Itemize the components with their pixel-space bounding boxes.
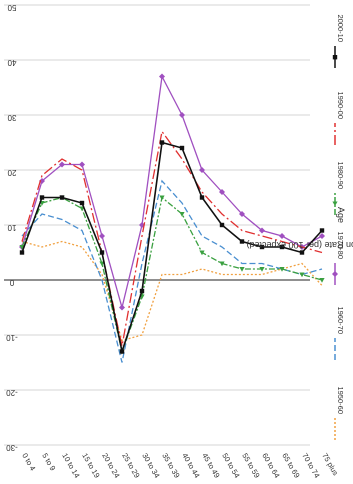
legend-item: 1990-00 <box>334 91 345 145</box>
data-point <box>199 250 205 256</box>
data-point <box>199 195 205 200</box>
series-2000-10 <box>19 140 325 355</box>
data-point <box>79 161 85 168</box>
data-point <box>279 267 285 272</box>
data-point <box>259 267 265 272</box>
x-tick-label: 30 to 34 <box>140 452 161 480</box>
data-point <box>239 211 245 217</box>
series-1950-60 <box>21 240 323 342</box>
series-line <box>21 179 323 363</box>
y-tick-label: 20 <box>7 168 16 177</box>
legend-label: 1990-00 <box>336 91 345 119</box>
y-tick-label: -20 <box>6 388 18 397</box>
data-point <box>279 233 285 239</box>
series-1990-00 <box>21 129 323 347</box>
data-point <box>159 140 165 145</box>
data-point <box>59 161 65 168</box>
data-point <box>219 261 225 267</box>
data-point <box>179 112 185 118</box>
series-line <box>21 141 323 355</box>
legend-label: 1960-70 <box>336 306 345 334</box>
data-point <box>99 250 105 255</box>
legend-item: 1960-70 <box>334 306 345 360</box>
x-tick-label: 65 to 69 <box>280 452 301 480</box>
x-tick-label: 70 to 74 <box>300 452 321 480</box>
legend-item: 2000-10 <box>332 14 345 68</box>
data-point <box>239 267 245 272</box>
data-point <box>179 145 185 151</box>
data-point <box>299 250 305 255</box>
x-tick-label: 25 to 29 <box>120 452 141 480</box>
series-1970-80 <box>19 73 325 311</box>
data-point <box>259 227 265 234</box>
y-tick-label: 10 <box>7 223 16 232</box>
legend-marker <box>332 271 338 277</box>
y-tick-label: 30 <box>7 113 16 122</box>
x-tick-label: 15 to 19 <box>80 452 101 480</box>
y-tick-label: 50 <box>7 3 16 12</box>
series-line <box>21 74 323 311</box>
x-tick-label: 0 to 4 <box>20 452 37 473</box>
x-tick-label: 5 to 9 <box>40 452 57 473</box>
y-tick-label: -10 <box>6 333 18 342</box>
y-tick-label: 40 <box>7 58 16 67</box>
data-point <box>219 189 225 195</box>
data-point <box>159 73 165 80</box>
legend-item: 1950-60 <box>334 386 345 440</box>
legend-marker <box>332 201 338 206</box>
y-tick-label: -30 <box>6 443 18 452</box>
data-point <box>319 278 325 283</box>
data-point <box>319 233 325 239</box>
data-point <box>259 244 265 250</box>
legend-item: 1970-80 <box>332 231 345 285</box>
x-tick-label: 10 to 14 <box>60 452 81 480</box>
legend-label: 1970-80 <box>336 231 345 259</box>
legend-label: 2000-10 <box>336 14 345 42</box>
x-tick-label: 75 plus <box>320 452 340 478</box>
x-tick-label: 20 to 24 <box>100 452 121 480</box>
y-tick-label: 0 <box>9 278 14 287</box>
data-point <box>179 212 185 217</box>
series-lines <box>19 73 325 363</box>
y-axis-title: Net Migration Rate (per 100 expected) <box>246 240 353 250</box>
data-point <box>299 272 305 278</box>
series-1960-70 <box>21 179 323 363</box>
x-tick-label: 60 to 64 <box>260 452 281 480</box>
series-1980-90 <box>19 195 325 355</box>
data-point <box>279 244 285 250</box>
data-point <box>79 200 85 206</box>
x-tick-label: 50 to 54 <box>220 452 241 480</box>
y-tick-labels: 50 40 30 20 10 0 -10 -20 -30 <box>6 3 18 452</box>
series-line <box>21 129 323 347</box>
x-tick-label: 40 to 44 <box>180 452 201 480</box>
data-point <box>119 349 125 354</box>
legend-label: 1980-90 <box>336 161 345 189</box>
data-point <box>19 250 25 255</box>
data-point <box>159 195 165 201</box>
data-point <box>239 239 245 244</box>
series-line <box>21 196 323 354</box>
data-point <box>199 167 205 173</box>
x-axis-title: Age <box>336 207 346 223</box>
data-point <box>39 195 45 200</box>
x-tick-label: 35 to 39 <box>160 452 181 480</box>
data-point <box>99 233 105 239</box>
series-line <box>21 240 323 342</box>
legend: 1950-60 1960-70 1970-80 1980-90 1990-00 2000-… <box>332 14 345 440</box>
data-point <box>139 288 145 294</box>
data-point <box>119 304 125 311</box>
legend-marker <box>332 55 338 60</box>
data-point <box>59 195 65 200</box>
data-point <box>19 245 25 250</box>
x-tick-label: 55 to 59 <box>240 452 261 480</box>
data-point <box>319 228 325 233</box>
data-point <box>219 222 225 228</box>
legend-label: 1950-60 <box>336 386 345 414</box>
legend-item: 1980-90 <box>332 161 345 215</box>
x-tick-label: 45 to 49 <box>200 452 221 480</box>
